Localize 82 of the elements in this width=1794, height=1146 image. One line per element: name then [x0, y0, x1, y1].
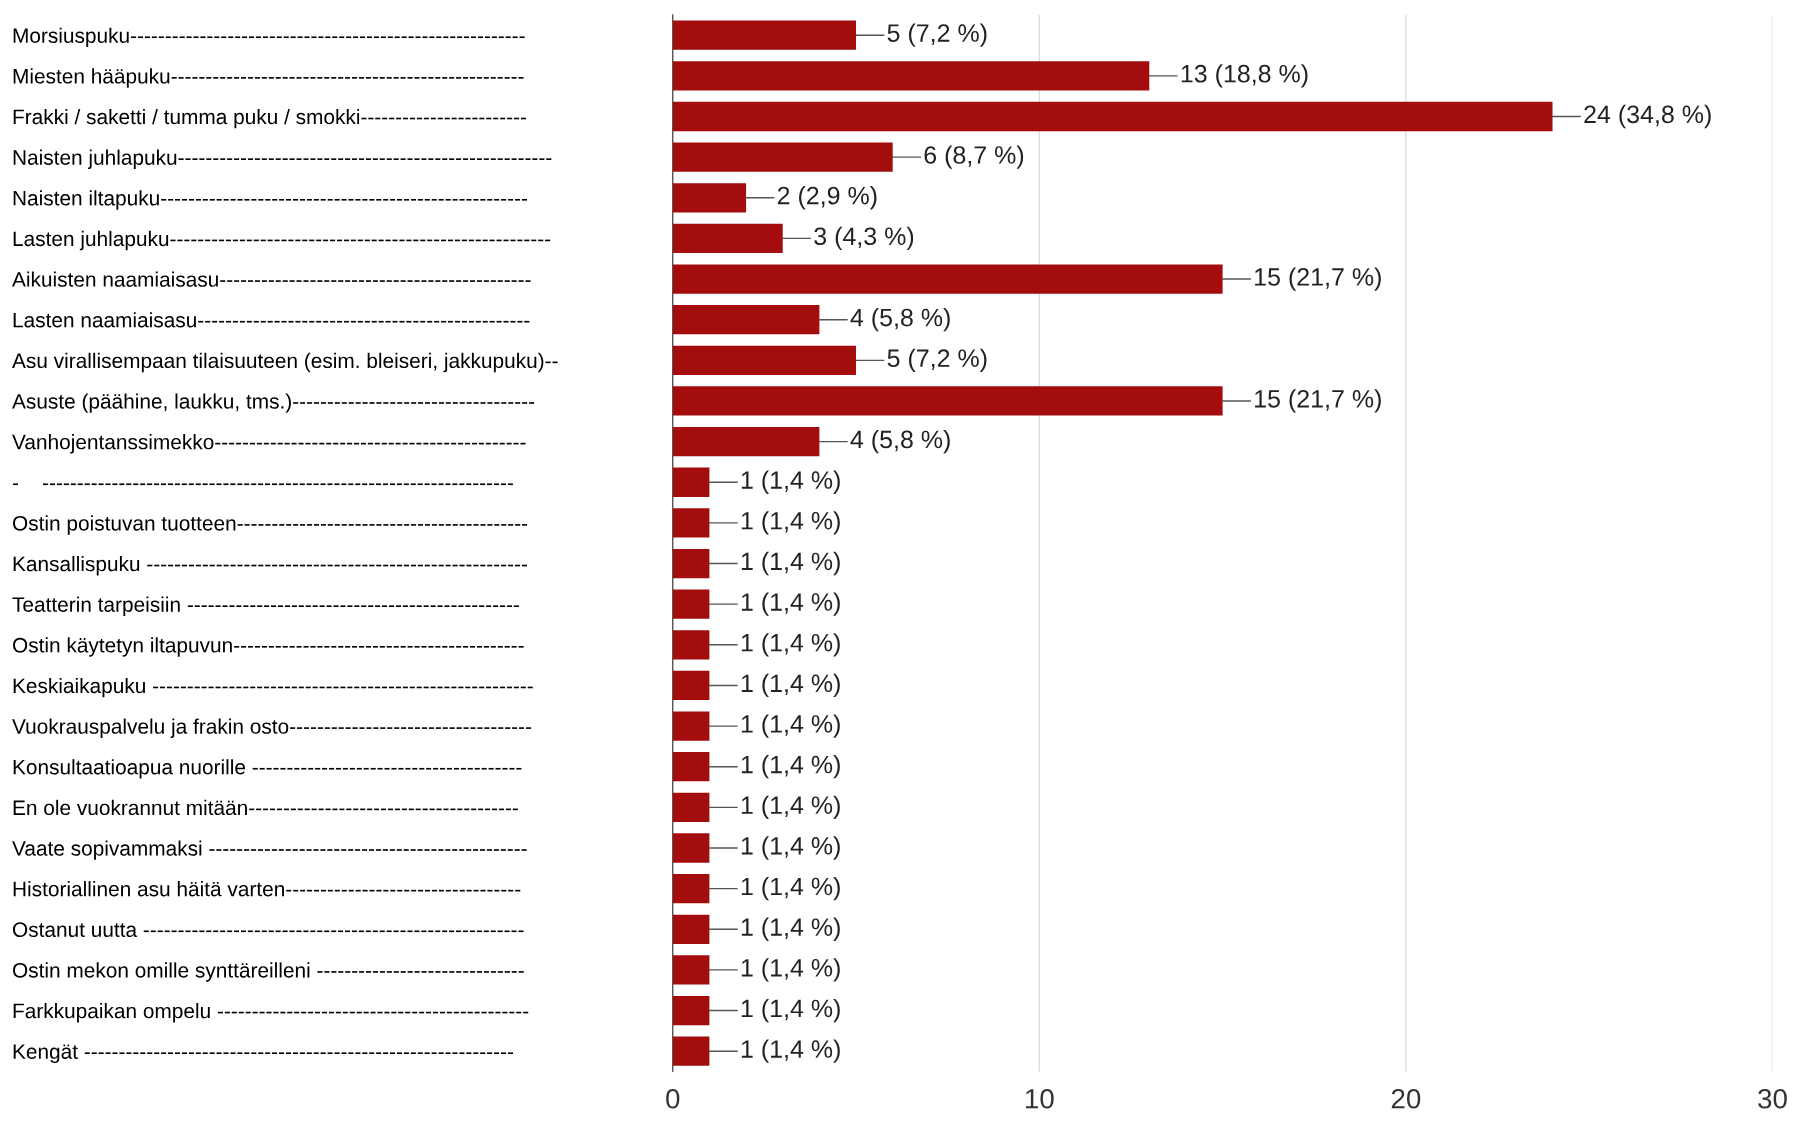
y-tick-label: Keskiaikapuku ------------------------------------------------------- — [13, 677, 533, 698]
y-tick-label: - -------------------------------------------------------------------- — [12, 483, 513, 486]
bar — [672, 142, 893, 172]
data-label: 5 (7,2 %) — [887, 23, 987, 47]
data-label: 15 (21,7 %) — [1255, 267, 1381, 291]
bar — [672, 548, 710, 579]
data-label: 4 (5,8 %) — [850, 429, 950, 454]
data-label: 1 (1,4 %) — [741, 876, 840, 901]
x-tick-label: 10 — [1025, 1088, 1054, 1109]
data-label: 3 (4,3 %) — [814, 226, 914, 251]
y-tick-label: Asu virallisempaan tilaisuuteen (esim. bleiseri, jakkupuku)-- — [12, 352, 558, 373]
bar — [672, 305, 820, 335]
y-tick-label: Ostanut uutta ------------------------------------------------------- — [12, 922, 524, 938]
data-label: 6 (8,7 %) — [924, 145, 1024, 169]
data-label: 1 (1,4 %) — [741, 836, 840, 860]
bar — [672, 670, 710, 701]
x-tick-label: 20 — [1391, 1088, 1421, 1109]
bar — [672, 61, 1150, 91]
y-tick-label: Ostin poistuvan tuotteen------------------------------------------ — [12, 515, 528, 535]
y-tick-label: Aikuisten naamiaisasu--------------------------------------------- — [12, 271, 531, 287]
y-tick-label: Frakki / saketti / tumma puku / smokki------------------------ — [13, 108, 527, 129]
data-label: 24 (34,8 %) — [1584, 104, 1711, 129]
data-label: 1 (1,4 %) — [741, 633, 840, 657]
y-tick-label: Lasten juhlapuku------------------------------------------------------- — [13, 230, 551, 251]
y-tick-label: Morsiuspuku--------------------------------------------------------- — [13, 27, 525, 48]
data-label: 1 (1,4 %) — [741, 755, 840, 779]
bar — [672, 792, 710, 822]
data-label: 1 (1,4 %) — [741, 551, 840, 576]
y-tick-label: Teatterin tarpeisiin ------------------------------------------------ — [12, 596, 519, 617]
bar — [672, 874, 710, 904]
bar — [672, 264, 1223, 294]
x-tick-label: 30 — [1758, 1088, 1787, 1109]
y-tick-label: Lasten naamiaisasu------------------------------------------------ — [13, 312, 530, 328]
y-tick-label: Vaate sopivammaksi ---------------------------------------------- — [12, 840, 527, 860]
data-label: 13 (18,8 %) — [1181, 64, 1308, 88]
bar — [672, 20, 857, 50]
data-label: 1 (1,4 %) — [741, 795, 840, 819]
bar — [672, 995, 710, 1026]
data-label: 1 (1,4 %) — [741, 917, 840, 941]
y-tick-label: En ole vuokrannut mitään--------------------------------------- — [13, 799, 518, 816]
data-label: 1 (1,4 %) — [741, 958, 840, 982]
x-tick-label: 0 — [666, 1088, 680, 1109]
data-label: 1 (1,4 %) — [741, 673, 840, 698]
y-tick-label: Ostin mekon omille synttäreilleni ------------------------------ — [12, 962, 524, 982]
data-label: 2 (2,9 %) — [777, 186, 877, 210]
data-label: 1 (1,4 %) — [741, 998, 840, 1023]
bar — [672, 426, 820, 457]
y-tick-label: Ostin käytetyn iltapuvun------------------------------------------ — [12, 637, 524, 657]
data-label: 4 (5,8 %) — [850, 308, 950, 332]
data-label: 1 (1,4 %) — [741, 1039, 840, 1063]
bar — [672, 345, 857, 375]
y-tick-label: Vuokrauspalvelu ja frakin osto----------------------------------- — [12, 718, 532, 738]
y-tick-label: Naisten juhlapuku------------------------------------------------------ — [13, 149, 552, 170]
y-tick-label: Miesten hääpuku--------------------------------------------------- — [13, 68, 524, 88]
data-label: 1 (1,4 %) — [741, 714, 840, 738]
bar — [672, 101, 1553, 132]
bar — [672, 386, 1223, 416]
bar — [672, 711, 710, 741]
y-tick-label: Historiallinen asu häitä varten---------------------------------- — [13, 881, 521, 897]
bar — [672, 630, 710, 660]
bar — [672, 183, 747, 213]
y-tick-label: Vanhojentanssimekko--------------------------------------------- — [12, 434, 526, 454]
data-label: 15 (21,7 %) — [1255, 389, 1381, 413]
bar — [672, 955, 710, 985]
bar — [672, 914, 710, 944]
bar — [672, 589, 710, 619]
y-tick-label: Farkkupaikan ompelu --------------------------------------------- — [13, 1003, 529, 1023]
data-label: 1 (1,4 %) — [741, 470, 840, 494]
y-tick-label: Konsultaatioapua nuorille --------------------------------------- — [13, 759, 522, 779]
bar — [672, 508, 710, 538]
y-tick-label: Kengät -------------------------------------------------------------- — [13, 1044, 514, 1064]
y-tick-label: Asuste (päähine, laukku, tms.)----------------------------------- — [12, 393, 535, 413]
bar — [672, 467, 710, 497]
y-tick-label: Naisten iltapuku----------------------------------------------------- — [13, 190, 527, 210]
bar — [672, 223, 783, 254]
bar — [672, 1036, 710, 1066]
bar — [672, 752, 710, 782]
data-label: 1 (1,4 %) — [741, 592, 840, 616]
data-label: 5 (7,2 %) — [887, 348, 987, 372]
bar — [672, 833, 710, 863]
data-label: 1 (1,4 %) — [741, 511, 840, 535]
y-tick-label: Kansallispuku ------------------------------------------------------- — [13, 555, 527, 576]
